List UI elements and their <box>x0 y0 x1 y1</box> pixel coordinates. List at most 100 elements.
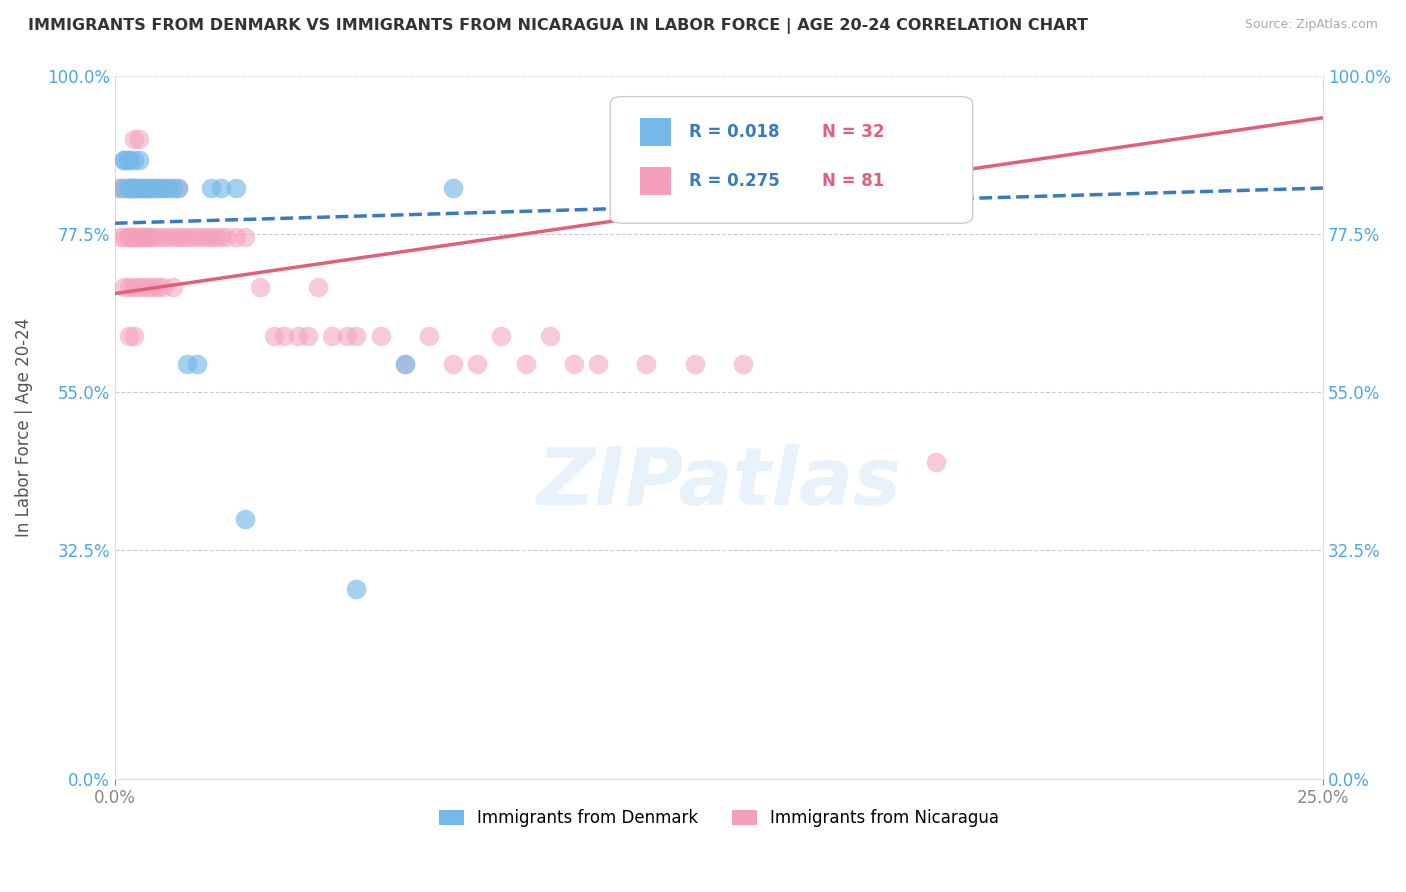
Point <box>118 181 141 195</box>
Point <box>128 181 150 195</box>
Point <box>225 230 247 244</box>
Point <box>108 230 131 244</box>
Point <box>162 279 184 293</box>
Bar <box>640 167 671 195</box>
Point <box>636 357 658 371</box>
Point <box>156 181 179 195</box>
Point <box>142 230 165 244</box>
Point <box>209 181 232 195</box>
Point <box>152 230 174 244</box>
Point <box>142 181 165 195</box>
Point <box>346 582 368 596</box>
Point <box>128 132 150 146</box>
Point <box>112 153 135 167</box>
Point <box>586 357 609 371</box>
Bar <box>640 118 671 146</box>
Point <box>225 181 247 195</box>
Point <box>112 153 135 167</box>
Point <box>118 153 141 167</box>
Legend: Immigrants from Denmark, Immigrants from Nicaragua: Immigrants from Denmark, Immigrants from… <box>432 803 1005 834</box>
Point <box>233 511 256 525</box>
Point <box>122 181 145 195</box>
Point <box>118 230 141 244</box>
Point <box>370 328 392 343</box>
Point <box>128 230 150 244</box>
Point <box>205 230 228 244</box>
Point <box>138 181 160 195</box>
Point <box>148 279 170 293</box>
Point <box>156 181 179 195</box>
Point <box>176 230 198 244</box>
Point <box>152 279 174 293</box>
Text: R = 0.018: R = 0.018 <box>689 123 779 141</box>
Point <box>118 279 141 293</box>
Point <box>122 328 145 343</box>
Point <box>190 230 212 244</box>
Text: ZIPatlas: ZIPatlas <box>537 444 901 523</box>
Point <box>346 328 368 343</box>
Point <box>166 181 188 195</box>
Point <box>122 181 145 195</box>
Point <box>152 181 174 195</box>
Point <box>186 230 208 244</box>
Point <box>562 357 585 371</box>
Point <box>118 328 141 343</box>
Point <box>132 181 155 195</box>
Point <box>156 230 179 244</box>
Point <box>336 328 359 343</box>
Point <box>128 279 150 293</box>
Point <box>186 357 208 371</box>
Point <box>142 181 165 195</box>
Point <box>138 181 160 195</box>
Point <box>128 181 150 195</box>
Point <box>683 357 706 371</box>
Point <box>128 153 150 167</box>
Point <box>287 328 309 343</box>
Text: Source: ZipAtlas.com: Source: ZipAtlas.com <box>1244 18 1378 31</box>
Point <box>132 181 155 195</box>
Point <box>122 279 145 293</box>
Point <box>152 181 174 195</box>
Point <box>112 181 135 195</box>
Point <box>148 181 170 195</box>
Point <box>132 230 155 244</box>
Point <box>465 357 488 371</box>
Point <box>209 230 232 244</box>
Point <box>162 181 184 195</box>
Point <box>181 230 204 244</box>
Point <box>491 328 513 343</box>
Point <box>128 181 150 195</box>
Point <box>273 328 295 343</box>
Point <box>138 230 160 244</box>
Point <box>118 181 141 195</box>
Point <box>122 153 145 167</box>
Point <box>118 181 141 195</box>
Point <box>925 455 948 469</box>
Point <box>394 357 416 371</box>
FancyBboxPatch shape <box>610 96 973 223</box>
Point <box>118 230 141 244</box>
Point <box>138 279 160 293</box>
Point <box>128 230 150 244</box>
Point <box>515 357 537 371</box>
Text: N = 81: N = 81 <box>821 172 884 190</box>
Point <box>733 357 755 371</box>
Point <box>118 230 141 244</box>
Point <box>166 230 188 244</box>
Point <box>172 230 194 244</box>
Point <box>148 230 170 244</box>
Point <box>441 181 464 195</box>
Point <box>112 279 135 293</box>
Point <box>162 230 184 244</box>
Point <box>200 181 222 195</box>
Point <box>118 153 141 167</box>
Point <box>132 230 155 244</box>
Point <box>112 230 135 244</box>
Point <box>215 230 238 244</box>
Point <box>394 357 416 371</box>
Text: IMMIGRANTS FROM DENMARK VS IMMIGRANTS FROM NICARAGUA IN LABOR FORCE | AGE 20-24 : IMMIGRANTS FROM DENMARK VS IMMIGRANTS FR… <box>28 18 1088 34</box>
Point <box>148 181 170 195</box>
Point <box>108 181 131 195</box>
Point <box>142 279 165 293</box>
Point <box>200 230 222 244</box>
